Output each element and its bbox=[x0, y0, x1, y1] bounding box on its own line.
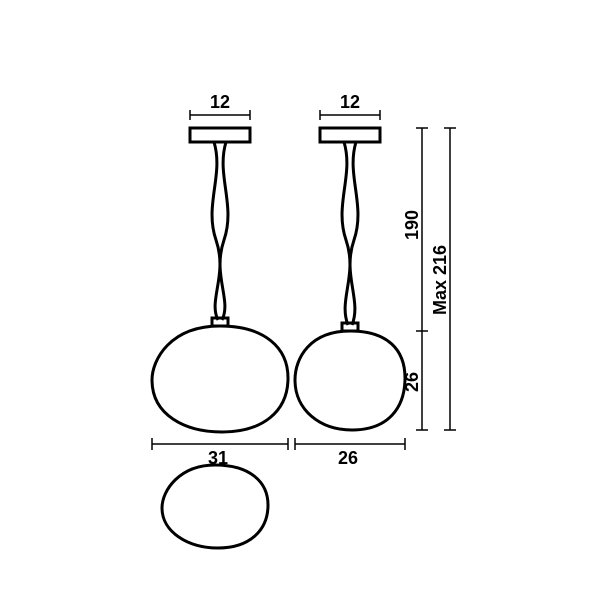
pendant-lamp-dimension-diagram: 12 12 31 26 bbox=[0, 0, 600, 600]
canopy-right bbox=[320, 128, 380, 142]
lamp-left: 12 bbox=[152, 92, 288, 432]
label-width-right: 26 bbox=[338, 448, 358, 468]
label-body-height: 26 bbox=[402, 372, 422, 392]
lamp-right: 12 bbox=[295, 92, 405, 430]
dim-vertical: 190 26 Max 216 bbox=[402, 128, 456, 430]
plan-view bbox=[162, 465, 268, 548]
body-right bbox=[295, 331, 405, 430]
body-left bbox=[152, 326, 288, 432]
canopy-left bbox=[190, 128, 250, 142]
dim-widths: 31 26 bbox=[152, 438, 405, 468]
cord-left-b bbox=[220, 142, 228, 320]
label-canopy-left: 12 bbox=[210, 92, 230, 112]
cord-right-a bbox=[342, 142, 350, 325]
cord-right-b bbox=[350, 142, 358, 325]
cord-left-a bbox=[212, 142, 220, 320]
label-canopy-right: 12 bbox=[340, 92, 360, 112]
label-drop: 190 bbox=[402, 210, 422, 240]
label-total-height: Max 216 bbox=[430, 245, 450, 315]
